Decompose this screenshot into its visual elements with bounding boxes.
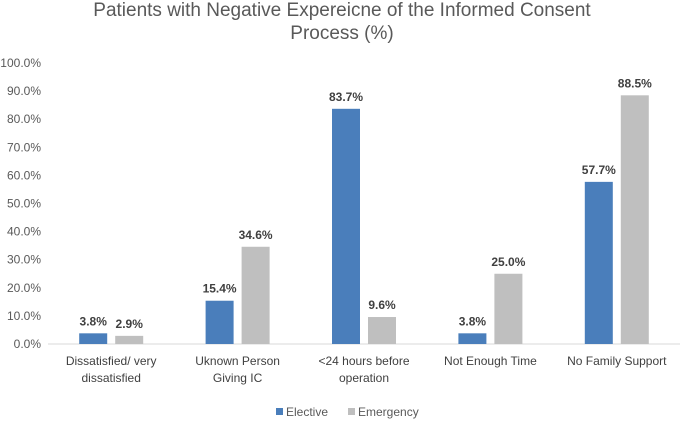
bar-emergency-2: [368, 317, 396, 344]
data-label-emergency-0: 2.9%: [116, 317, 144, 331]
bar-elective-0: [79, 333, 108, 344]
category-label: Uknown Person: [195, 354, 280, 368]
legend-label-elective: Elective: [286, 405, 328, 419]
bar-emergency-4: [620, 95, 649, 344]
data-label-emergency-4: 88.5%: [618, 76, 652, 90]
data-label-elective-4: 57.7%: [582, 163, 616, 177]
y-tick-label: 30.0%: [7, 253, 41, 267]
chart-title-line-2: Process (%): [290, 23, 393, 44]
category-label: No Family Support: [567, 354, 667, 368]
bar-emergency-1: [241, 246, 270, 344]
bar-emergency-0: [115, 335, 144, 344]
legend-swatch-elective: [276, 408, 283, 415]
y-tick-label: 20.0%: [7, 281, 41, 295]
legend-label-emergency: Emergency: [358, 405, 419, 419]
category-label: Dissatisfied/ very: [66, 354, 157, 368]
data-label-elective-3: 3.8%: [459, 314, 487, 328]
data-label-emergency-1: 34.6%: [239, 228, 273, 242]
data-label-emergency-3: 25.0%: [491, 255, 525, 269]
y-axis: 0.0% 10.0% 20.0% 30.0% 40.0% 50.0% 60.0% 70.0% 8…: [0, 56, 41, 351]
data-label-elective-0: 3.8%: [80, 314, 108, 328]
bars: 3.8% 15.4% 83.7% 3.8% 57.7% 2.9% 34.6% 9.6% 25.0…: [79, 76, 652, 344]
y-tick-label: 10.0%: [7, 309, 41, 323]
legend: Elective Emergency: [276, 405, 419, 419]
x-axis-categories: Dissatisfied/ very dissatisfied Uknown Per…: [66, 354, 667, 385]
category-label: Not Enough Time: [444, 354, 537, 368]
bar-elective-1: [205, 300, 234, 344]
y-tick-label: 70.0%: [7, 140, 41, 154]
y-tick-label: 100.0%: [0, 56, 41, 70]
chart-title-line-1: Patients with Negative Expereicne of the…: [93, 0, 591, 21]
y-tick-label: 0.0%: [14, 337, 42, 351]
category-label: Giving IC: [213, 371, 263, 385]
bar-elective-2: [332, 108, 360, 344]
bar-elective-4: [584, 181, 613, 344]
data-label-emergency-2: 9.6%: [368, 298, 396, 312]
data-label-elective-2: 83.7%: [329, 90, 363, 104]
bar-elective-3: [458, 333, 487, 344]
y-tick-label: 50.0%: [7, 197, 41, 211]
y-tick-label: 40.0%: [7, 225, 41, 239]
category-label: operation: [339, 371, 389, 385]
y-tick-label: 80.0%: [7, 112, 41, 126]
y-tick-label: 90.0%: [7, 84, 41, 98]
category-label: <24 hours before: [318, 354, 409, 368]
bar-emergency-3: [494, 273, 523, 344]
y-tick-label: 60.0%: [7, 168, 41, 182]
legend-swatch-emergency: [348, 408, 355, 415]
category-label: dissatisfied: [82, 371, 141, 385]
data-label-elective-1: 15.4%: [203, 282, 237, 296]
